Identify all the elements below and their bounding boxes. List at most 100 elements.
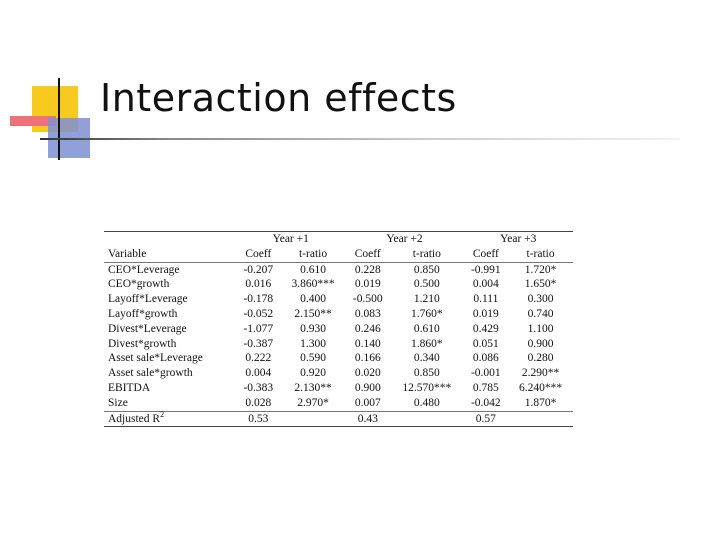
t-ratio-cell: 0.920 — [300, 367, 326, 380]
t-ratio-cell: 1.650* — [524, 278, 557, 291]
t-ratio-cell: 2.150** — [294, 307, 332, 320]
variable-name: Layoff*growth — [108, 307, 178, 320]
coeff-cell: 0.222 — [245, 352, 272, 365]
column-header: Variable — [108, 247, 147, 260]
t-ratio-cell: 0.850 — [413, 367, 440, 380]
t-ratio-cell: 3.860*** — [291, 278, 335, 291]
t-ratio-cell: 2.130** — [294, 381, 332, 394]
adjusted-r2-label: Adjusted R2 — [108, 409, 165, 425]
adjusted-r2-value: 0.53 — [248, 412, 269, 425]
coeff-cell: -0.001 — [470, 367, 501, 380]
coeff-cell: 0.019 — [472, 307, 499, 320]
coeff-cell: -0.500 — [352, 293, 383, 306]
table-body: CEO*Leverage -0.207 0.610 0.228 0.850 -0.991 1… — [104, 262, 573, 411]
column-header: t-ratio — [526, 247, 555, 260]
variable-name: Asset sale*growth — [108, 367, 193, 380]
variable-name: Layoff*Leverage — [108, 293, 188, 306]
coeff-cell: 0.020 — [354, 367, 381, 380]
variable-name: CEO*growth — [108, 278, 170, 291]
t-ratio-cell: 1.760* — [410, 307, 443, 320]
t-ratio-cell: 1.870* — [524, 396, 557, 409]
coeff-cell: 0.166 — [354, 352, 381, 365]
t-ratio-cell: 1.720* — [524, 263, 557, 276]
variable-name: CEO*Leverage — [108, 263, 180, 276]
table-row: Size 0.028 2.970* 0.007 0.480 -0.042 1.870* — [104, 396, 573, 411]
coeff-cell: -0.042 — [470, 396, 501, 409]
coeff-cell: 0.019 — [354, 278, 381, 291]
coeff-cell: 0.785 — [472, 381, 499, 394]
coeff-cell: 0.083 — [354, 307, 381, 320]
bullet-vertical-line — [58, 78, 60, 160]
coeff-cell: 0.246 — [354, 322, 381, 335]
coeff-cell: -0.052 — [243, 307, 274, 320]
variable-name: EBITDA — [108, 381, 151, 394]
column-header: t-ratio — [412, 247, 441, 260]
coeff-cell: 0.429 — [472, 322, 499, 335]
table-row: CEO*growth 0.016 3.860*** 0.019 0.500 0.004 1.… — [104, 277, 573, 292]
table-row: Layoff*Leverage -0.178 0.400 -0.500 1.210 0.1… — [104, 292, 573, 307]
adjusted-r2-value: 0.57 — [475, 412, 496, 425]
coeff-cell: 0.004 — [245, 367, 272, 380]
group-header-row: Year +1 Year +2 Year +3 — [104, 231, 573, 247]
coeff-cell: 0.004 — [472, 278, 499, 291]
t-ratio-cell: 2.970* — [297, 396, 329, 409]
t-ratio-cell: 6.240*** — [519, 381, 563, 394]
t-ratio-cell: 1.210 — [413, 293, 440, 306]
variable-name: Divest*Leverage — [108, 322, 187, 335]
t-ratio-cell: 0.900 — [527, 337, 554, 350]
column-header: Coeff — [245, 247, 272, 260]
coeff-cell: -0.383 — [243, 381, 274, 394]
coeff-cell: 0.007 — [354, 396, 381, 409]
t-ratio-cell: 0.400 — [300, 293, 326, 306]
coeff-cell: 0.028 — [245, 396, 272, 409]
coeff-cell: 0.111 — [473, 293, 499, 306]
title-underline — [40, 138, 680, 140]
column-header: Coeff — [472, 247, 499, 260]
coeff-cell: -0.178 — [243, 293, 274, 306]
adjusted-r2-row: Adjusted R2 0.53 0.43 0.57 — [104, 409, 573, 427]
table-row: CEO*Leverage -0.207 0.610 0.228 0.850 -0.991 1… — [104, 262, 573, 277]
column-header-row: Variable Coeff t-ratio Coeff t-ratio Coe… — [104, 247, 573, 262]
t-ratio-cell: 0.300 — [527, 293, 554, 306]
t-ratio-cell: 1.300 — [300, 337, 326, 350]
table-row: Asset sale*Leverage 0.222 0.590 0.166 0.340 0… — [104, 351, 573, 366]
t-ratio-cell: 0.590 — [300, 352, 326, 365]
coeff-cell: -0.207 — [243, 263, 274, 276]
t-ratio-cell: 0.500 — [413, 278, 440, 291]
t-ratio-cell: 0.930 — [300, 322, 326, 335]
slide-title: Interaction effects — [100, 76, 457, 120]
t-ratio-cell: 1.860* — [410, 337, 443, 350]
t-ratio-cell: 0.740 — [527, 307, 554, 320]
coeff-cell: -0.991 — [470, 263, 501, 276]
table-row: Divest*Leverage -1.077 0.930 0.246 0.610 0.42… — [104, 322, 573, 337]
t-ratio-cell: 0.610 — [300, 263, 326, 276]
t-ratio-cell: 2.290** — [521, 367, 560, 380]
t-ratio-cell: 0.480 — [413, 396, 440, 409]
coeff-cell: 0.086 — [472, 352, 499, 365]
table-row: EBITDA -0.383 2.130** 0.900 12.570*** 0.785 6.… — [104, 381, 573, 396]
coeff-cell: -1.077 — [243, 322, 274, 335]
table-row: Layoff*growth -0.052 2.150** 0.083 1.760* 0.0… — [104, 307, 573, 322]
t-ratio-cell: 0.610 — [413, 322, 440, 335]
coeff-cell: 0.051 — [472, 337, 499, 350]
coeff-cell: 0.228 — [354, 263, 381, 276]
coeff-cell: -0.387 — [243, 337, 274, 350]
variable-name: Size — [108, 396, 128, 409]
variable-name: Divest*growth — [108, 337, 177, 350]
group-header: Year +3 — [500, 233, 537, 245]
coeff-cell: 0.016 — [245, 278, 272, 291]
coeff-cell: 0.140 — [354, 337, 381, 350]
column-header: Coeff — [354, 247, 381, 260]
table-row: Divest*growth -0.387 1.300 0.140 1.860* 0.051… — [104, 337, 573, 352]
adjusted-r2-value: 0.43 — [357, 412, 378, 425]
group-header: Year +1 — [272, 233, 309, 245]
bullet-red-bar — [10, 116, 56, 126]
t-ratio-cell: 0.340 — [413, 352, 440, 365]
variable-name: Asset sale*Leverage — [108, 352, 203, 365]
t-ratio-cell: 1.100 — [527, 322, 554, 335]
table-row: Asset sale*growth 0.004 0.920 0.020 0.850 -0.… — [104, 366, 573, 381]
regression-table: Year +1 Year +2 Year +3 Variable Coeff t… — [104, 231, 573, 428]
coeff-cell: 0.900 — [354, 381, 381, 394]
t-ratio-cell: 0.850 — [413, 263, 440, 276]
t-ratio-cell: 0.280 — [527, 352, 554, 365]
